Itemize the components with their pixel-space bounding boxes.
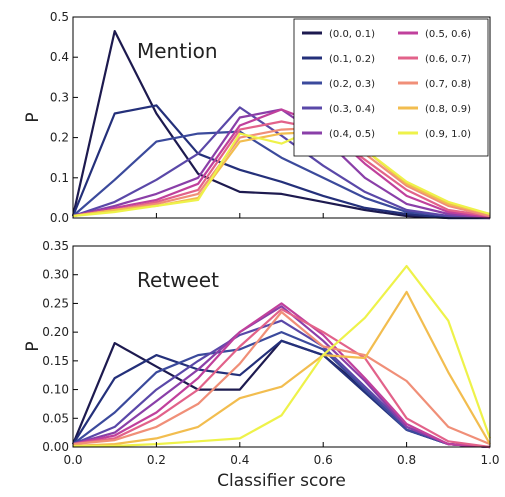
retweet-series-line-6 [72, 308, 491, 449]
mention-series-line-0 [71, 30, 490, 220]
legend-label-0: (0.0, 0.1) [329, 29, 375, 40]
retweet-plot-frame [72, 245, 491, 448]
mention-series-line-7 [72, 126, 491, 218]
legend-label-7: (0.7, 0.8) [425, 79, 471, 90]
retweet-xtick-label: 0.6 [314, 453, 333, 467]
mention-ylabel: P [23, 112, 43, 122]
retweet-xtick-label: 0.2 [147, 453, 166, 467]
retweet-ylabel: P [23, 341, 43, 351]
mention-ytick-label: 0.3 [50, 90, 69, 104]
retweet-xtick-label: 0.4 [230, 453, 249, 467]
retweet-ytick-label: 0.10 [42, 383, 69, 397]
legend-box [293, 18, 489, 157]
mention-series-line-1 [71, 104, 490, 220]
mention-ytick-label: 0.2 [50, 131, 69, 145]
retweet-ytick-label: 0.30 [42, 268, 69, 282]
retweet-ytick-label: 0.05 [42, 411, 69, 425]
retweet-series-line-4 [72, 305, 491, 449]
mention-ytick-label: 0.5 [50, 10, 69, 24]
retweet-series-line-7 [72, 310, 491, 446]
retweet-ytick-label: 0.25 [42, 296, 69, 310]
retweet-ytick-label: 0.20 [42, 325, 69, 339]
mention-series-line-6 [72, 120, 491, 218]
mention-plot-frame [72, 16, 491, 219]
retweet-ytick-label: 0.35 [42, 239, 69, 253]
retweet-series-line-9 [72, 265, 492, 448]
mention-series-line-3 [72, 106, 491, 220]
legend-label-6: (0.6, 0.7) [425, 54, 471, 65]
mention-annotation: Mention [137, 39, 218, 63]
mention-series-line-5 [72, 108, 491, 219]
retweet-series-line-5 [72, 302, 491, 449]
retweet-annotation: Retweet [137, 268, 219, 292]
retweet-xtick-label: 0.0 [63, 453, 82, 467]
legend-label-8: (0.8, 0.9) [425, 104, 471, 115]
legend-label-3: (0.3, 0.4) [329, 104, 375, 115]
retweet-ytick-label: 0.15 [42, 354, 69, 368]
mention-series-line-2 [72, 130, 491, 220]
retweet-ytick-label: 0.00 [42, 440, 69, 454]
mention-ytick-label: 0.0 [50, 211, 69, 225]
retweet-series-line-2 [72, 331, 491, 449]
retweet-xlabel: Classifier score [217, 471, 346, 491]
legend-label-5: (0.5, 0.6) [425, 29, 471, 40]
legend-label-4: (0.4, 0.5) [329, 129, 375, 140]
legend-label-2: (0.2, 0.3) [329, 79, 375, 90]
mention-ytick-label: 0.4 [50, 50, 69, 64]
legend-label-1: (0.1, 0.2) [329, 54, 375, 65]
mention-ytick-label: 0.1 [50, 171, 69, 185]
retweet-xtick-label: 1.0 [480, 453, 499, 467]
legend-label-9: (0.9, 1.0) [425, 129, 471, 140]
retweet-series-line-8 [72, 290, 491, 447]
retweet-xtick-label: 0.8 [397, 453, 416, 467]
mention-series-line-9 [72, 124, 491, 218]
